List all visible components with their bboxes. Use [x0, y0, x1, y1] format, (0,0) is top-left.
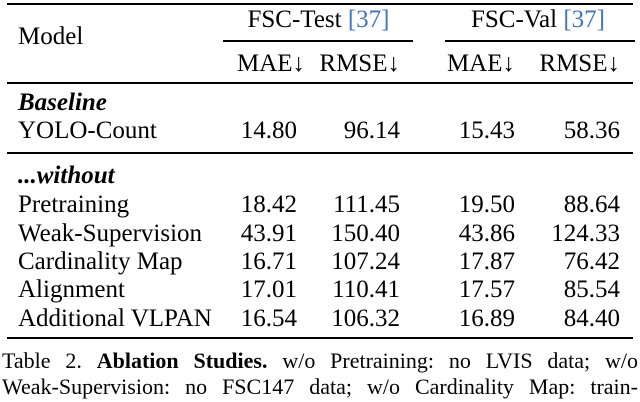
group-header-fsc-val: FSC-Val [37] — [455, 6, 621, 34]
rmse-val-cell: 76.42 — [563, 248, 620, 275]
header-bottom-rule — [7, 82, 633, 84]
model-name-cell: Weak-Supervision — [18, 220, 203, 247]
mae-val-cell: 19.50 — [458, 191, 515, 218]
table-row-alignment: Alignment 17.01 110.41 17.57 85.54 — [7, 276, 620, 304]
rmse-test-cell: 96.14 — [343, 117, 400, 144]
table-row-cardinality-map: Cardinality Map 16.71 107.24 17.87 76.42 — [7, 248, 620, 276]
rmse-val-cell: 85.54 — [563, 276, 620, 303]
mae-test-cell: 14.80 — [240, 117, 297, 144]
table-bottom-rule — [7, 337, 633, 339]
caption-title: Ablation Studies. — [96, 348, 268, 373]
caption-text-continued: Weak-Supervision: no FSC147 data; w/o Ca… — [2, 373, 638, 399]
mae-val-cell: 17.87 — [458, 248, 515, 275]
column-header-rmse-val: RMSE↓ — [539, 50, 620, 77]
table-top-rule — [7, 3, 633, 5]
mae-test-cell: 18.42 — [240, 191, 297, 218]
rmse-test-cell: 106.32 — [331, 305, 400, 332]
table-row-weak-supervision: Weak-Supervision 43.91 150.40 43.86 124.… — [7, 220, 620, 248]
column-header-rmse-test: RMSE↓ — [319, 50, 400, 77]
citation-37-link[interactable]: [37] — [563, 6, 606, 33]
section-label: Baseline — [18, 89, 107, 116]
mae-test-cell: 43.91 — [240, 220, 297, 247]
mae-test-cell: 16.71 — [240, 248, 297, 275]
caption-line-1: Table 2. Ablation Studies. w/o Pretraini… — [2, 348, 638, 374]
section-mid-rule — [7, 152, 633, 154]
rmse-test-cell: 107.24 — [331, 248, 400, 275]
section-label: ...without — [18, 162, 115, 189]
model-name-cell: Alignment — [18, 276, 125, 303]
rmse-val-cell: 124.33 — [551, 220, 620, 247]
caption-line-2: Weak-Supervision: no FSC147 data; w/o Ca… — [2, 374, 638, 400]
group-header-fsc-val-label: FSC-Val — [470, 6, 558, 33]
mae-test-cell: 16.54 — [240, 305, 297, 332]
caption-table-number: Table 2. — [2, 348, 82, 373]
group-header-fsc-test: FSC-Test [37] — [237, 6, 400, 34]
rmse-test-cell: 110.41 — [332, 276, 400, 303]
column-header-model: Model — [18, 23, 84, 50]
table-row-pretraining: Pretraining 18.42 111.45 19.50 88.64 — [7, 191, 620, 219]
rmse-val-cell: 84.40 — [563, 305, 620, 332]
model-name-cell: Pretraining — [18, 191, 130, 218]
rmse-val-cell: 88.64 — [563, 191, 620, 218]
mae-val-cell: 16.89 — [458, 305, 515, 332]
column-header-mae-test: MAE↓ — [237, 50, 306, 77]
table-row-additional-vlpan: Additional VLPAN 16.54 106.32 16.89 84.4… — [7, 305, 620, 333]
section-header-baseline: Baseline — [7, 89, 620, 117]
model-name-cell: Cardinality Map — [18, 248, 183, 275]
section-header-without: ...without — [7, 162, 620, 190]
mae-val-cell: 15.43 — [458, 117, 515, 144]
rmse-test-cell: 111.45 — [333, 191, 400, 218]
mae-val-cell: 43.86 — [458, 220, 515, 247]
model-name-cell: YOLO-Count — [18, 117, 157, 144]
cmidrule-fsc-val — [445, 40, 635, 42]
model-name-cell: Additional VLPAN — [18, 305, 212, 332]
rmse-test-cell: 150.40 — [331, 220, 400, 247]
group-header-fsc-test-label: FSC-Test — [247, 6, 342, 33]
caption-text: w/o Pretraining: no LVIS data; w/o — [282, 348, 639, 373]
mae-val-cell: 17.57 — [458, 276, 515, 303]
mae-test-cell: 17.01 — [240, 276, 297, 303]
column-header-mae-val: MAE↓ — [446, 50, 515, 77]
table-row-yolo-count: YOLO-Count 14.80 96.14 15.43 58.36 — [7, 117, 620, 145]
cmidrule-fsc-test — [223, 40, 413, 42]
table-caption: Table 2. Ablation Studies. w/o Pretraini… — [2, 348, 638, 399]
rmse-val-cell: 58.36 — [563, 117, 620, 144]
citation-37-link[interactable]: [37] — [347, 6, 390, 33]
